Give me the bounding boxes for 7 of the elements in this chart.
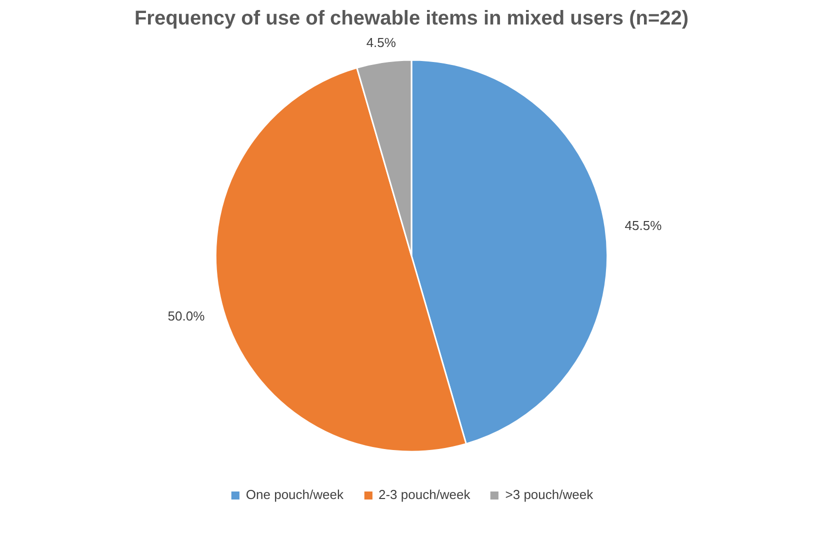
data-label: 45.5% xyxy=(624,218,662,233)
legend-label: >3 pouch/week xyxy=(505,487,594,502)
legend-label: One pouch/week xyxy=(246,487,344,502)
chart-title: Frequency of use of chewable items in mixed users (n=22) xyxy=(134,8,689,30)
legend-label: 2-3 pouch/week xyxy=(378,487,470,502)
data-label: 50.0% xyxy=(168,308,206,324)
data-label: 4.5% xyxy=(366,35,396,50)
